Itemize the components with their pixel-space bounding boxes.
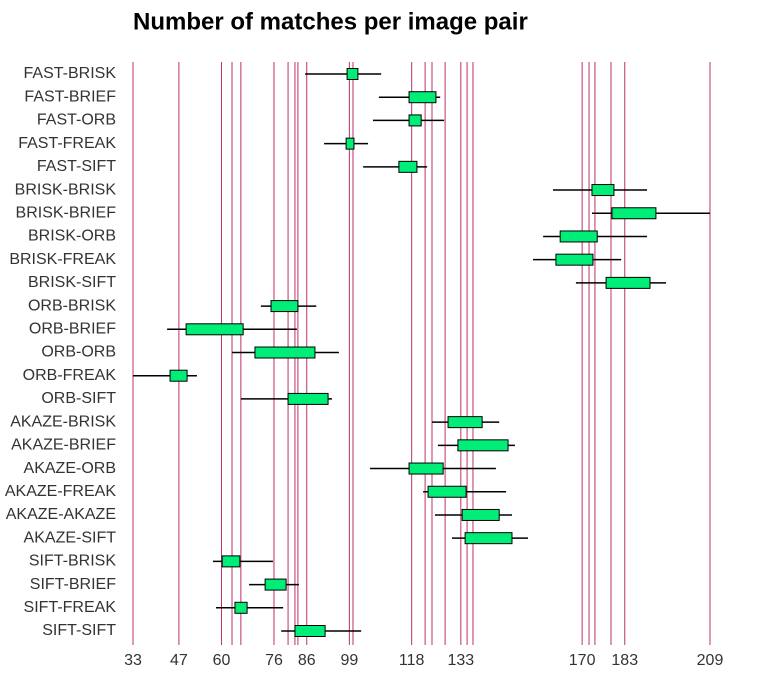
box [254,346,316,359]
x-tick-label: 183 [611,652,638,669]
box [270,300,299,313]
x-tick-label: 118 [399,652,425,669]
box [591,184,615,197]
box [234,601,248,614]
y-tick-label: ORB-FREAK [23,367,117,384]
box [559,230,598,243]
box [294,625,326,637]
box [346,68,359,80]
y-tick-label: SIFT-BRISK [29,553,116,570]
y-tick-label: ORB-BRIEF [29,321,116,338]
x-tick-label: 170 [569,652,596,669]
y-tick-label: ORB-ORB [41,344,116,361]
x-tick-label: 76 [265,652,283,669]
y-tick-label: AKAZE-FREAK [5,483,116,500]
x-tick-label: 133 [447,652,474,669]
box [408,114,422,127]
chart-title: Number of matches per image pair [133,8,528,35]
x-tick-label: 60 [213,652,231,669]
box [408,462,444,475]
x-tick-label: 86 [298,652,316,669]
y-tick-label: BRISK-BRISK [15,181,117,198]
y-tick-label: ORB-BRISK [28,297,116,314]
box [398,160,418,173]
y-tick-label: FAST-BRISK [24,65,117,82]
y-tick-label: SIFT-FREAK [24,599,117,616]
y-tick-label: AKAZE-AKAZE [6,506,116,523]
x-tick-label: 47 [170,652,188,669]
box [185,323,244,336]
x-tick-label: 99 [340,652,358,669]
x-tick-label: 33 [124,652,142,669]
box [464,532,513,545]
y-tick-label: SIFT-BRIEF [30,576,116,593]
box [264,578,287,591]
y-tick-label: FAST-ORB [37,112,116,129]
box [169,369,188,382]
y-tick-label: BRISK-ORB [28,228,116,245]
y-tick-label: BRISK-SIFT [28,274,116,291]
y-tick-label: AKAZE-BRISK [10,413,116,430]
box [345,137,355,150]
box [408,91,437,104]
y-tick-label: FAST-SIFT [37,158,116,175]
y-tick-label: FAST-FREAK [18,135,116,152]
y-tick-label: BRISK-FREAK [9,251,116,268]
y-tick-label: FAST-BRIEF [24,88,116,105]
box [447,416,483,429]
y-tick-label: BRISK-BRIEF [16,204,117,221]
box [457,439,509,452]
y-tick-label: SIFT-SIFT [42,622,116,639]
y-tick-label: AKAZE-SIFT [24,529,117,546]
box [555,253,594,266]
box [611,207,657,220]
y-tick-label: AKAZE-ORB [24,460,116,477]
y-tick-label: ORB-SIFT [41,390,116,407]
box [461,508,500,521]
box [221,555,241,568]
box [287,392,329,405]
box [427,485,467,498]
y-tick-label: AKAZE-BRIEF [11,437,116,454]
x-tick-label: 209 [697,652,724,669]
box [605,276,651,289]
